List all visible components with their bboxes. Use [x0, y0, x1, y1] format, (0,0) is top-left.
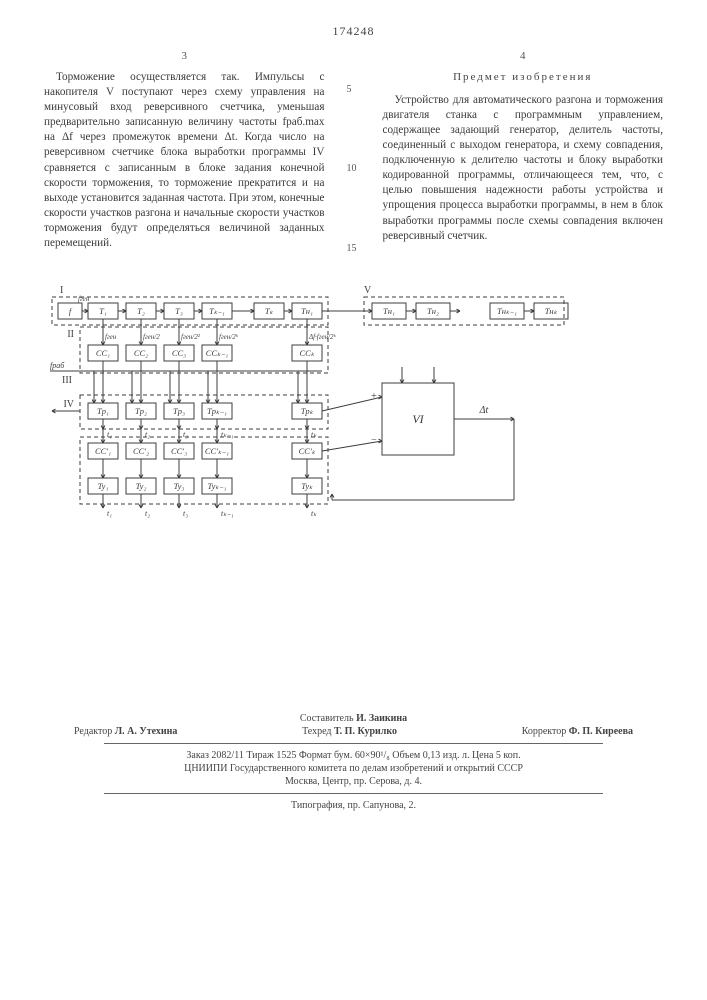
- svg-text:CCₖ: CCₖ: [300, 348, 315, 358]
- svg-text:tₖ: tₖ: [311, 509, 317, 518]
- block-diagram: IffгенT₁T₂T₃Tₖ₋₁TₖTн₁VTн₁Tн₂Tнₖ₋₁TнₖIIfг…: [44, 283, 663, 523]
- col-num-right: 4: [383, 49, 664, 64]
- svg-text:Tₖ: Tₖ: [265, 306, 274, 316]
- svg-text:t₁: t₁: [107, 509, 112, 518]
- svg-text:CC₃: CC₃: [172, 348, 186, 358]
- svg-text:Tₖ₋₁: Tₖ₋₁: [209, 306, 225, 316]
- footer-rule-2: [104, 793, 603, 794]
- svg-text:Tнₖ: Tнₖ: [545, 306, 558, 316]
- svg-text:T₁: T₁: [99, 306, 107, 316]
- svg-text:tₖ₋₁: tₖ₋₁: [221, 509, 234, 518]
- svg-text:V: V: [364, 285, 372, 296]
- svg-text:t₂: t₂: [145, 509, 150, 518]
- footer-block: Составитель И. Заикина Редактор Л. А. Ут…: [44, 713, 663, 811]
- svg-text:CC'₂: CC'₂: [133, 446, 149, 456]
- imprint-3: Москва, Центр, пр. Серова, д. 4.: [44, 776, 663, 787]
- svg-text:CC'ₖ: CC'ₖ: [299, 446, 316, 456]
- line-num: 5: [347, 83, 361, 97]
- svg-text:t₁: t₁: [107, 430, 112, 439]
- svg-text:Tp₂: Tp₂: [135, 406, 147, 416]
- svg-text:CCₖ₋₁: CCₖ₋₁: [206, 348, 228, 358]
- compiler-name: И. Заикина: [356, 713, 407, 724]
- svg-text:Tнₖ₋₁: Tнₖ₋₁: [497, 306, 517, 316]
- svg-text:Tyₖ₋₁: Tyₖ₋₁: [208, 481, 227, 491]
- svg-text:Δf·fген/2ᵏ: Δf·fген/2ᵏ: [308, 333, 337, 341]
- left-column: 3 Торможение осуществляется так. Импульс…: [44, 49, 325, 255]
- techred: Техред Т. П. Курилко: [302, 726, 397, 737]
- svg-text:−: −: [371, 435, 377, 446]
- svg-text:Tyₖ: Tyₖ: [301, 481, 313, 491]
- doc-number: 174248: [44, 24, 663, 39]
- svg-text:CC₂: CC₂: [134, 348, 148, 358]
- svg-text:fген/2ᵏ: fген/2ᵏ: [219, 333, 239, 341]
- svg-text:Tpₖ: Tpₖ: [301, 406, 314, 416]
- svg-text:fген/2: fген/2: [143, 333, 160, 341]
- imprint-2: ЦНИИПИ Государственного комитета по дела…: [44, 763, 663, 774]
- svg-text:tₖ₋₁: tₖ₋₁: [221, 430, 234, 439]
- line-number-gutter: 5 10 15: [347, 49, 361, 255]
- editor: Редактор Л. А. Утехина: [74, 726, 177, 737]
- svg-text:+: +: [371, 391, 377, 402]
- svg-text:T₃: T₃: [175, 306, 183, 316]
- svg-text:Tpₖ₋₁: Tpₖ₋₁: [207, 406, 227, 416]
- svg-text:Ty₁: Ty₁: [98, 481, 109, 491]
- line-num: 10: [347, 162, 361, 176]
- svg-text:t₃: t₃: [183, 430, 188, 439]
- subject-title: Предмет изобретения: [383, 70, 664, 85]
- svg-text:CC₁: CC₁: [96, 348, 110, 358]
- svg-text:t₃: t₃: [183, 509, 188, 518]
- diagram-svg: IffгенT₁T₂T₃Tₖ₋₁TₖTн₁VTн₁Tн₂Tнₖ₋₁TнₖIIfг…: [44, 283, 663, 523]
- two-column-text: 3 Торможение осуществляется так. Импульс…: [44, 49, 663, 255]
- svg-text:Tн₁: Tн₁: [301, 306, 313, 316]
- svg-text:f: f: [69, 306, 73, 316]
- svg-text:t₂: t₂: [145, 430, 150, 439]
- left-paragraph: Торможение осуществляется так. Импульсы …: [44, 70, 325, 251]
- svg-text:CC'₁: CC'₁: [95, 446, 111, 456]
- svg-text:fген: fген: [105, 333, 117, 341]
- svg-text:CC'ₖ₋₁: CC'ₖ₋₁: [205, 446, 229, 456]
- compiler-line: Составитель И. Заикина: [44, 713, 663, 724]
- svg-text:fген: fген: [78, 295, 90, 303]
- page: 174248 3 Торможение осуществляется так. …: [0, 0, 707, 843]
- right-paragraph: Устройство для автоматического разгона и…: [383, 93, 664, 244]
- corrector: Корректор Ф. П. Киреева: [522, 726, 633, 737]
- footer-rule: [104, 743, 603, 744]
- svg-text:IV: IV: [63, 399, 74, 410]
- imprint-1: Заказ 2082/11 Тираж 1525 Формат бум. 60×…: [44, 750, 663, 761]
- svg-text:I: I: [60, 285, 63, 296]
- svg-text:CC'₃: CC'₃: [171, 446, 187, 456]
- imprint-4: Типография, пр. Сапунова, 2.: [44, 800, 663, 811]
- svg-text:fген/2²: fген/2²: [181, 333, 201, 341]
- svg-text:fраб: fраб: [50, 361, 65, 370]
- compiler-label: Составитель: [300, 713, 354, 724]
- svg-text:Tp₁: Tp₁: [97, 406, 109, 416]
- svg-text:II: II: [67, 329, 74, 340]
- col-num-left: 3: [44, 49, 325, 64]
- svg-text:Ty₃: Ty₃: [174, 481, 185, 491]
- svg-text:tₖ: tₖ: [311, 430, 317, 439]
- svg-text:T₂: T₂: [137, 306, 145, 316]
- svg-text:Tн₁: Tн₁: [383, 306, 395, 316]
- credits-row: Редактор Л. А. Утехина Техред Т. П. Кури…: [74, 726, 633, 737]
- line-num: 15: [347, 242, 361, 256]
- right-column: 4 Предмет изобретения Устройство для авт…: [383, 49, 664, 255]
- svg-text:Tp₃: Tp₃: [173, 406, 185, 416]
- svg-text:VI: VI: [412, 412, 424, 426]
- svg-text:Δt: Δt: [479, 405, 489, 416]
- svg-text:III: III: [62, 375, 72, 386]
- svg-text:Tн₂: Tн₂: [427, 306, 439, 316]
- svg-text:Ty₂: Ty₂: [136, 481, 147, 491]
